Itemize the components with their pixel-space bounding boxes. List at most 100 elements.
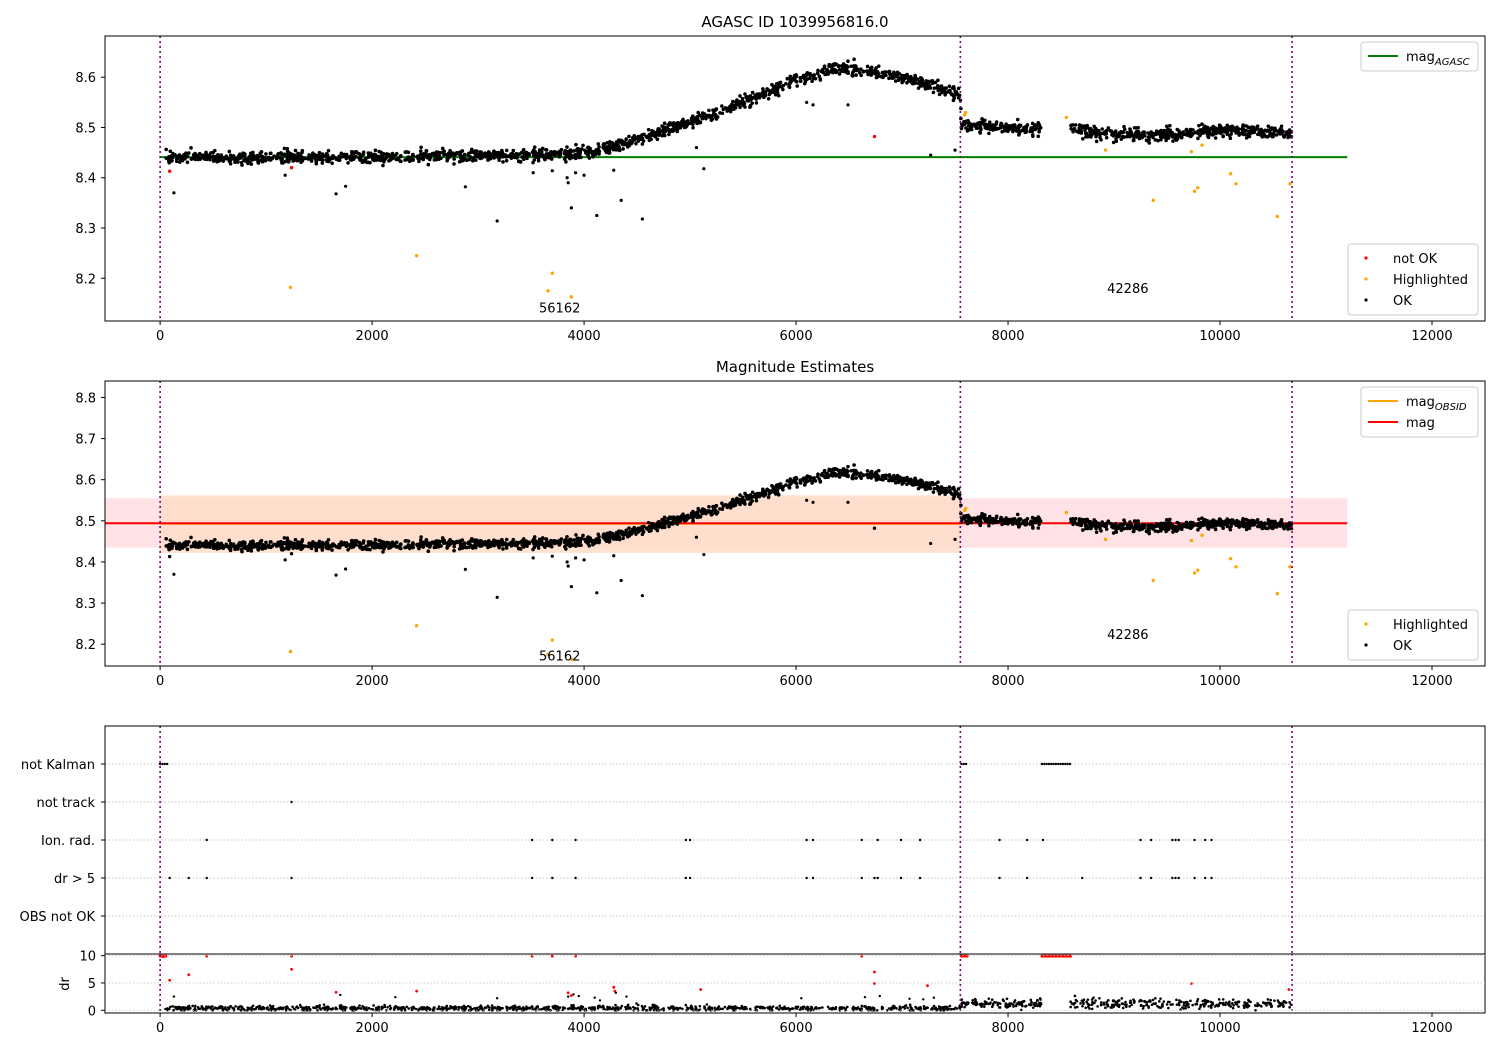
ok-point [383,157,387,161]
ok-point [309,159,314,163]
flag-point [1043,762,1046,766]
ok-point [1088,126,1093,131]
ok-point [564,160,568,164]
dr-point [388,1004,392,1008]
ok-point [580,536,584,541]
ok-point [480,543,484,548]
ok-point [195,543,200,547]
ok-point [870,474,875,479]
ok-point [743,92,747,96]
dr-point [172,1008,176,1012]
ok-point [586,151,591,155]
ok-point [691,122,695,127]
dr-point [678,1006,682,1010]
ok-point [939,486,943,491]
ok-point [695,119,700,124]
ok-point [1229,132,1233,136]
ok-point [617,145,621,149]
ok-point [207,153,212,157]
ok-point [360,545,365,550]
flag-point [899,876,903,880]
ok-point [930,81,935,85]
ok-point [955,92,960,97]
ok-outlier-point [582,173,586,177]
panel-frame [104,35,1486,322]
ok-outlier-point [573,171,578,175]
ok-point [260,155,265,160]
ok-point [440,536,445,540]
ok-point [394,540,399,545]
ok-point [787,486,792,490]
ok-point [928,486,933,491]
flag-point [860,876,863,880]
ok-point [1203,517,1207,522]
ok-point [975,126,980,130]
dr-point [719,1007,722,1011]
ok-point [426,541,431,546]
ok-point [748,493,753,497]
ok-point [565,535,569,539]
ok-point [1267,133,1271,138]
ok-point [1136,129,1140,134]
ok-point [459,539,463,543]
y-tick-label: 8.7 [75,433,96,448]
ok-point [965,521,970,526]
ok-point [1015,512,1020,517]
ok-point [950,92,954,97]
x-tick-label: 2000 [356,674,389,689]
ok-point [1221,134,1225,138]
ok-point [164,156,169,161]
ok-point [374,158,378,162]
ok-point [992,124,997,129]
dr-point [377,1005,381,1009]
ok-point [931,90,936,95]
ok-point [207,541,212,546]
ok-point [348,545,353,549]
highlighted-point [288,285,293,290]
ok-point [703,114,707,119]
ok-point [714,114,719,118]
ok-point [1238,131,1243,136]
ok-point [932,486,937,491]
ok-point [410,158,415,162]
ok-point [869,469,874,474]
ok-point [328,156,333,161]
ok-point [1279,518,1284,522]
dr-axis-label: dr [58,977,73,991]
ok-point [884,70,888,74]
ok-point [1104,128,1109,133]
ok-point [211,154,216,159]
dr-point [362,1005,365,1009]
flag-point [1171,838,1174,842]
flag-label: not Kalman [21,758,95,773]
ok-point [537,153,541,158]
ok-point [332,543,337,548]
ok-point [274,156,279,161]
ok-point [256,548,261,552]
ok-point [859,67,863,72]
ok-point [1244,124,1248,128]
ok-point [873,472,877,476]
ok-point [354,154,358,159]
ok-point [681,516,686,521]
flag-point [1041,838,1045,842]
ok-point [859,471,863,475]
ok-point [1081,528,1085,532]
ok-point [287,159,291,164]
ok-point [557,149,561,154]
ok-point [314,543,319,547]
highlighted-point [1200,533,1204,537]
ok-point [248,542,253,547]
ok-point [798,79,803,83]
ok-point [913,73,917,78]
ok-point [337,543,342,548]
ok-point [952,487,956,491]
ok-point [259,538,264,543]
flag-point [1203,876,1207,880]
ok-point [282,536,287,540]
ok-point [519,539,524,544]
ok-point [1031,526,1035,530]
flag-point [811,838,815,842]
